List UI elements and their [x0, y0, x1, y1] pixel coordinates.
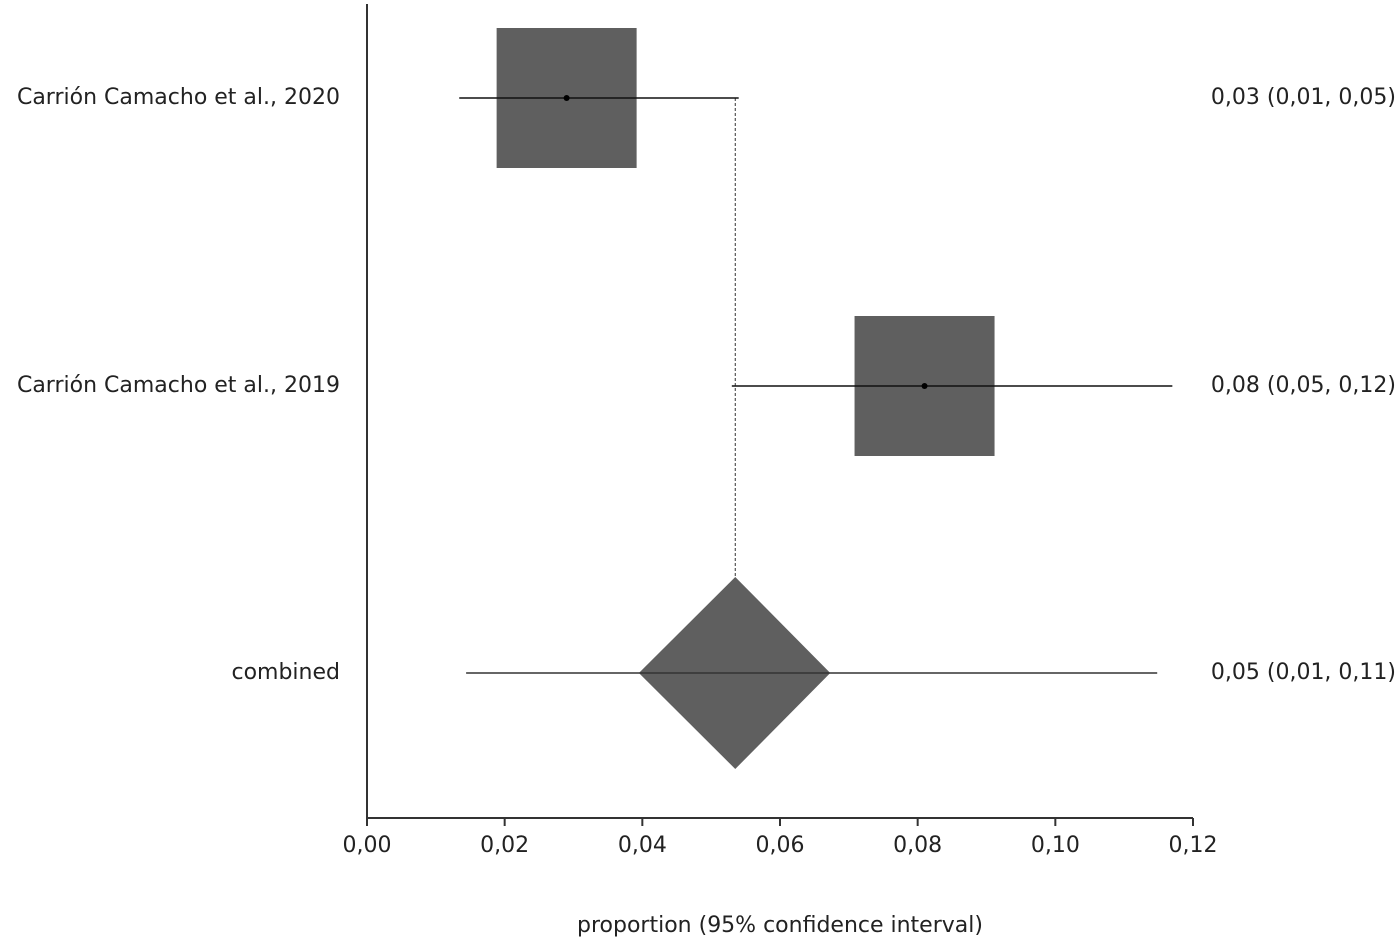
point-estimate	[563, 95, 570, 101]
x-tick-label: 0,00	[343, 833, 392, 858]
x-axis-label: proportion (95% confidence interval)	[577, 913, 983, 938]
x-tick-label: 0,06	[756, 833, 805, 858]
estimate-label: 0,05 (0,01, 0,11)	[1211, 660, 1396, 685]
study-label: Carrión Camacho et al., 2019	[17, 373, 340, 398]
point-estimate	[921, 383, 928, 389]
x-tick-label: 0,10	[1031, 833, 1080, 858]
x-tick-label: 0,08	[893, 833, 942, 858]
x-tick-label: 0,12	[1169, 833, 1218, 858]
estimate-label: 0,08 (0,05, 0,12)	[1211, 373, 1396, 398]
study-label: Carrión Camacho et al., 2020	[17, 85, 340, 110]
x-tick-label: 0,04	[618, 833, 667, 858]
x-tick-label: 0,02	[480, 833, 529, 858]
study-label: combined	[231, 660, 340, 685]
estimate-label: 0,03 (0,01, 0,05)	[1211, 85, 1396, 110]
